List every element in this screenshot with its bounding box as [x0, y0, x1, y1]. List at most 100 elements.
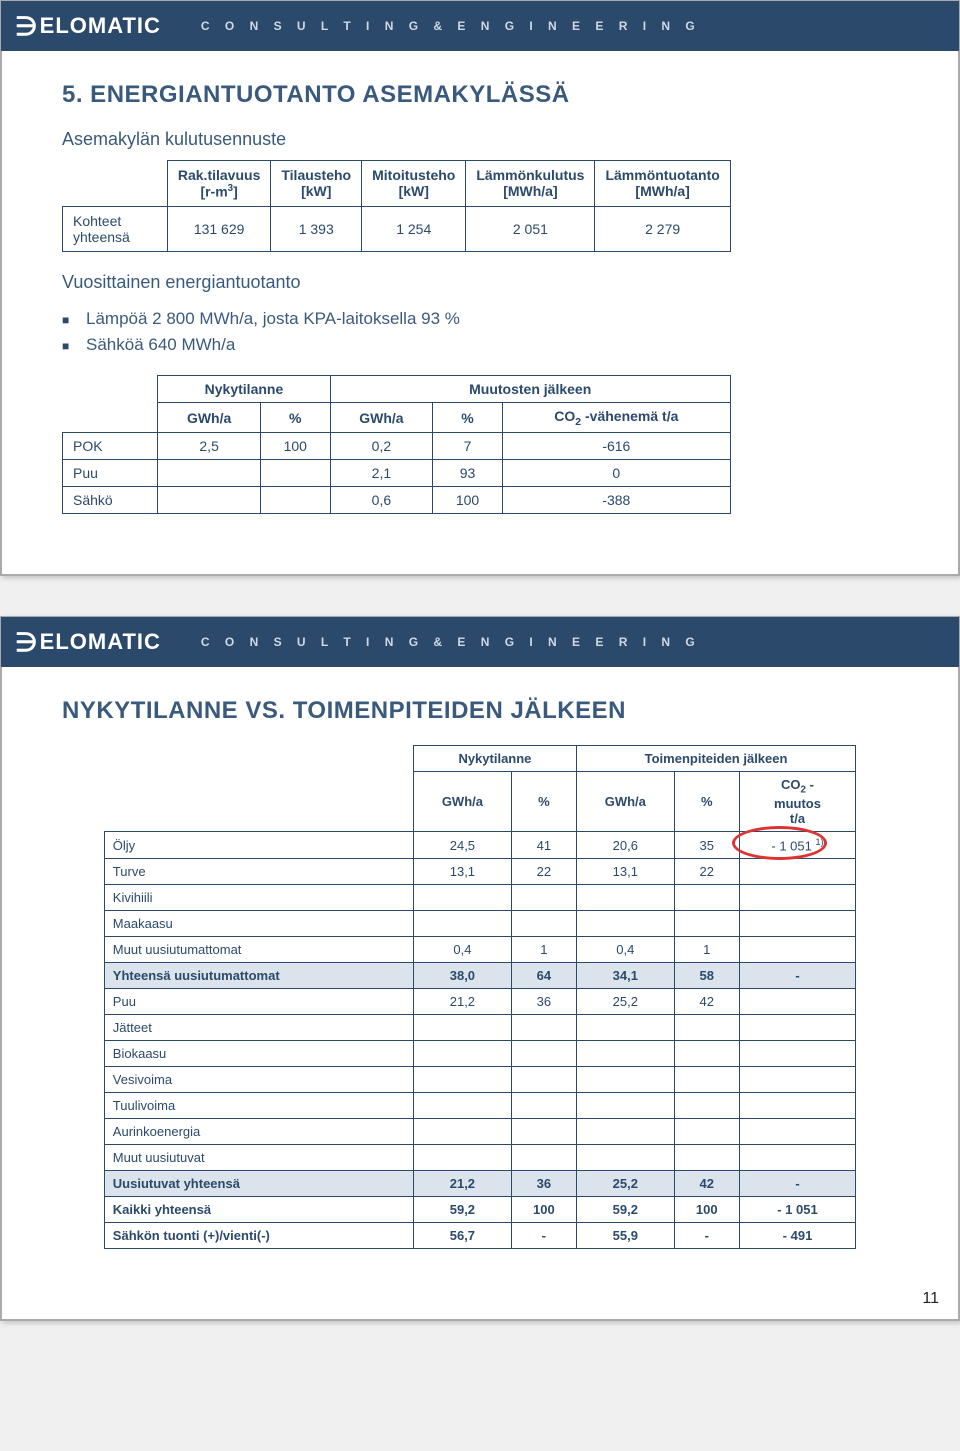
cell [739, 859, 855, 885]
cell: Muut uusiutuvat [104, 1145, 413, 1171]
cell: Puu [104, 989, 413, 1015]
slide-header: ∋ ELOMATIC C O N S U L T I N G & E N G I… [1, 617, 959, 667]
slide-1-title: 5. ENERGIANTUOTANTO ASEMAKYLÄSSÄ [62, 81, 898, 109]
cell: Öljy [104, 832, 413, 859]
col-header [63, 161, 168, 207]
cell: 36 [511, 1171, 576, 1197]
cell: -388 [502, 487, 730, 514]
cell: 13,1 [576, 859, 674, 885]
group-header-nyky: Nykytilanne [413, 746, 576, 772]
table-row: Turve13,12213,122 [104, 859, 855, 885]
col-header: GWh/a [413, 772, 511, 832]
table-row: Biokaasu [104, 1041, 855, 1067]
energy-balance-table: Nykytilanne Muutosten jälkeen GWh/a%GWh/… [62, 375, 731, 515]
cell: Jätteet [104, 1015, 413, 1041]
cell: -616 [502, 433, 730, 460]
cell: 42 [674, 989, 739, 1015]
cell: 131 629 [167, 206, 270, 251]
table-row: Kohteet yhteensä131 6291 3931 2542 0512 … [63, 206, 731, 251]
group-header-nyky: Nykytilanne [158, 375, 330, 402]
cell [413, 1067, 511, 1093]
cell [739, 1067, 855, 1093]
table-row: Jätteet [104, 1015, 855, 1041]
cell: 20,6 [576, 832, 674, 859]
consumption-forecast-table: Rak.tilavuus[r-m3]Tilausteho[kW]Mitoitus… [62, 160, 731, 252]
cell [674, 1067, 739, 1093]
cell [674, 885, 739, 911]
table-row: Aurinkoenergia [104, 1119, 855, 1145]
col-header: Rak.tilavuus[r-m3] [167, 161, 270, 207]
cell [576, 1041, 674, 1067]
cell: 1 [674, 937, 739, 963]
col-header: GWh/a [576, 772, 674, 832]
table-row: Maakaasu [104, 911, 855, 937]
table-row: Tuulivoima [104, 1093, 855, 1119]
cell: POK [63, 433, 158, 460]
cell [739, 1093, 855, 1119]
cell [260, 487, 330, 514]
bullet-item: Sähköä 640 MWh/a [62, 335, 898, 355]
table-row: Kivihiili [104, 885, 855, 911]
cell [739, 937, 855, 963]
cell: Yhteensä uusiutumattomat [104, 963, 413, 989]
table-row: Muut uusiutumattomat0,410,41 [104, 937, 855, 963]
cell [576, 1145, 674, 1171]
cell: 42 [674, 1171, 739, 1197]
cell: 35 [674, 832, 739, 859]
cell: 0 [502, 460, 730, 487]
cell [674, 1041, 739, 1067]
col-header: Tilausteho[kW] [271, 161, 362, 207]
group-header-muutos: Muutosten jälkeen [330, 375, 730, 402]
table-row: Öljy24,54120,635- 1 051 1) [104, 832, 855, 859]
cell [413, 885, 511, 911]
cell [413, 1093, 511, 1119]
table-row: Muut uusiutuvat [104, 1145, 855, 1171]
col-header: Lämmöntuotanto[MWh/a] [595, 161, 730, 207]
cell: 34,1 [576, 963, 674, 989]
col-header: GWh/a [158, 402, 261, 433]
cell [158, 487, 261, 514]
col-header [63, 402, 158, 433]
cell [511, 1145, 576, 1171]
col-header: Mitoitusteho[kW] [362, 161, 466, 207]
cell [260, 460, 330, 487]
bullet-item: Lämpöä 2 800 MWh/a, josta KPA-laitoksell… [62, 309, 898, 329]
cell [511, 1015, 576, 1041]
cell [511, 1067, 576, 1093]
cell [739, 885, 855, 911]
cell [511, 1041, 576, 1067]
slide-2: ∋ ELOMATIC C O N S U L T I N G & E N G I… [0, 616, 960, 1321]
cell: 64 [511, 963, 576, 989]
slide-1: ∋ ELOMATIC C O N S U L T I N G & E N G I… [0, 0, 960, 576]
col-header: % [674, 772, 739, 832]
cell: 25,2 [576, 1171, 674, 1197]
cell [739, 1119, 855, 1145]
logo: ∋ ELOMATIC [15, 11, 161, 42]
bullet-list: Lämpöä 2 800 MWh/a, josta KPA-laitoksell… [62, 309, 898, 355]
table-row: Uusiutuvat yhteensä21,23625,242- [104, 1171, 855, 1197]
col-header: CO2 -muutost/a [739, 772, 855, 832]
cell: 1 [511, 937, 576, 963]
cell [511, 1119, 576, 1145]
cell: - 1 051 1) [739, 832, 855, 859]
table-row: Puu2,1930 [63, 460, 731, 487]
table-row: Vesivoima [104, 1067, 855, 1093]
tagline: C O N S U L T I N G & E N G I N E E R I … [201, 19, 701, 33]
logo-text: ELOMATIC [40, 629, 161, 655]
group-header-toimen: Toimenpiteiden jälkeen [576, 746, 855, 772]
table-header-row: Rak.tilavuus[r-m3]Tilausteho[kW]Mitoitus… [63, 161, 731, 207]
cell: 24,5 [413, 832, 511, 859]
cell: 100 [674, 1197, 739, 1223]
cell [739, 1041, 855, 1067]
cell [413, 1145, 511, 1171]
logo-icon: ∋ [15, 627, 38, 658]
cell: 2,1 [330, 460, 433, 487]
cell: Muut uusiutumattomat [104, 937, 413, 963]
cell [576, 1067, 674, 1093]
cell: - 491 [739, 1223, 855, 1249]
cell: 2,5 [158, 433, 261, 460]
cell [576, 1119, 674, 1145]
cell [413, 1041, 511, 1067]
cell: 21,2 [413, 1171, 511, 1197]
col-header: Lämmönkulutus[MWh/a] [466, 161, 595, 207]
